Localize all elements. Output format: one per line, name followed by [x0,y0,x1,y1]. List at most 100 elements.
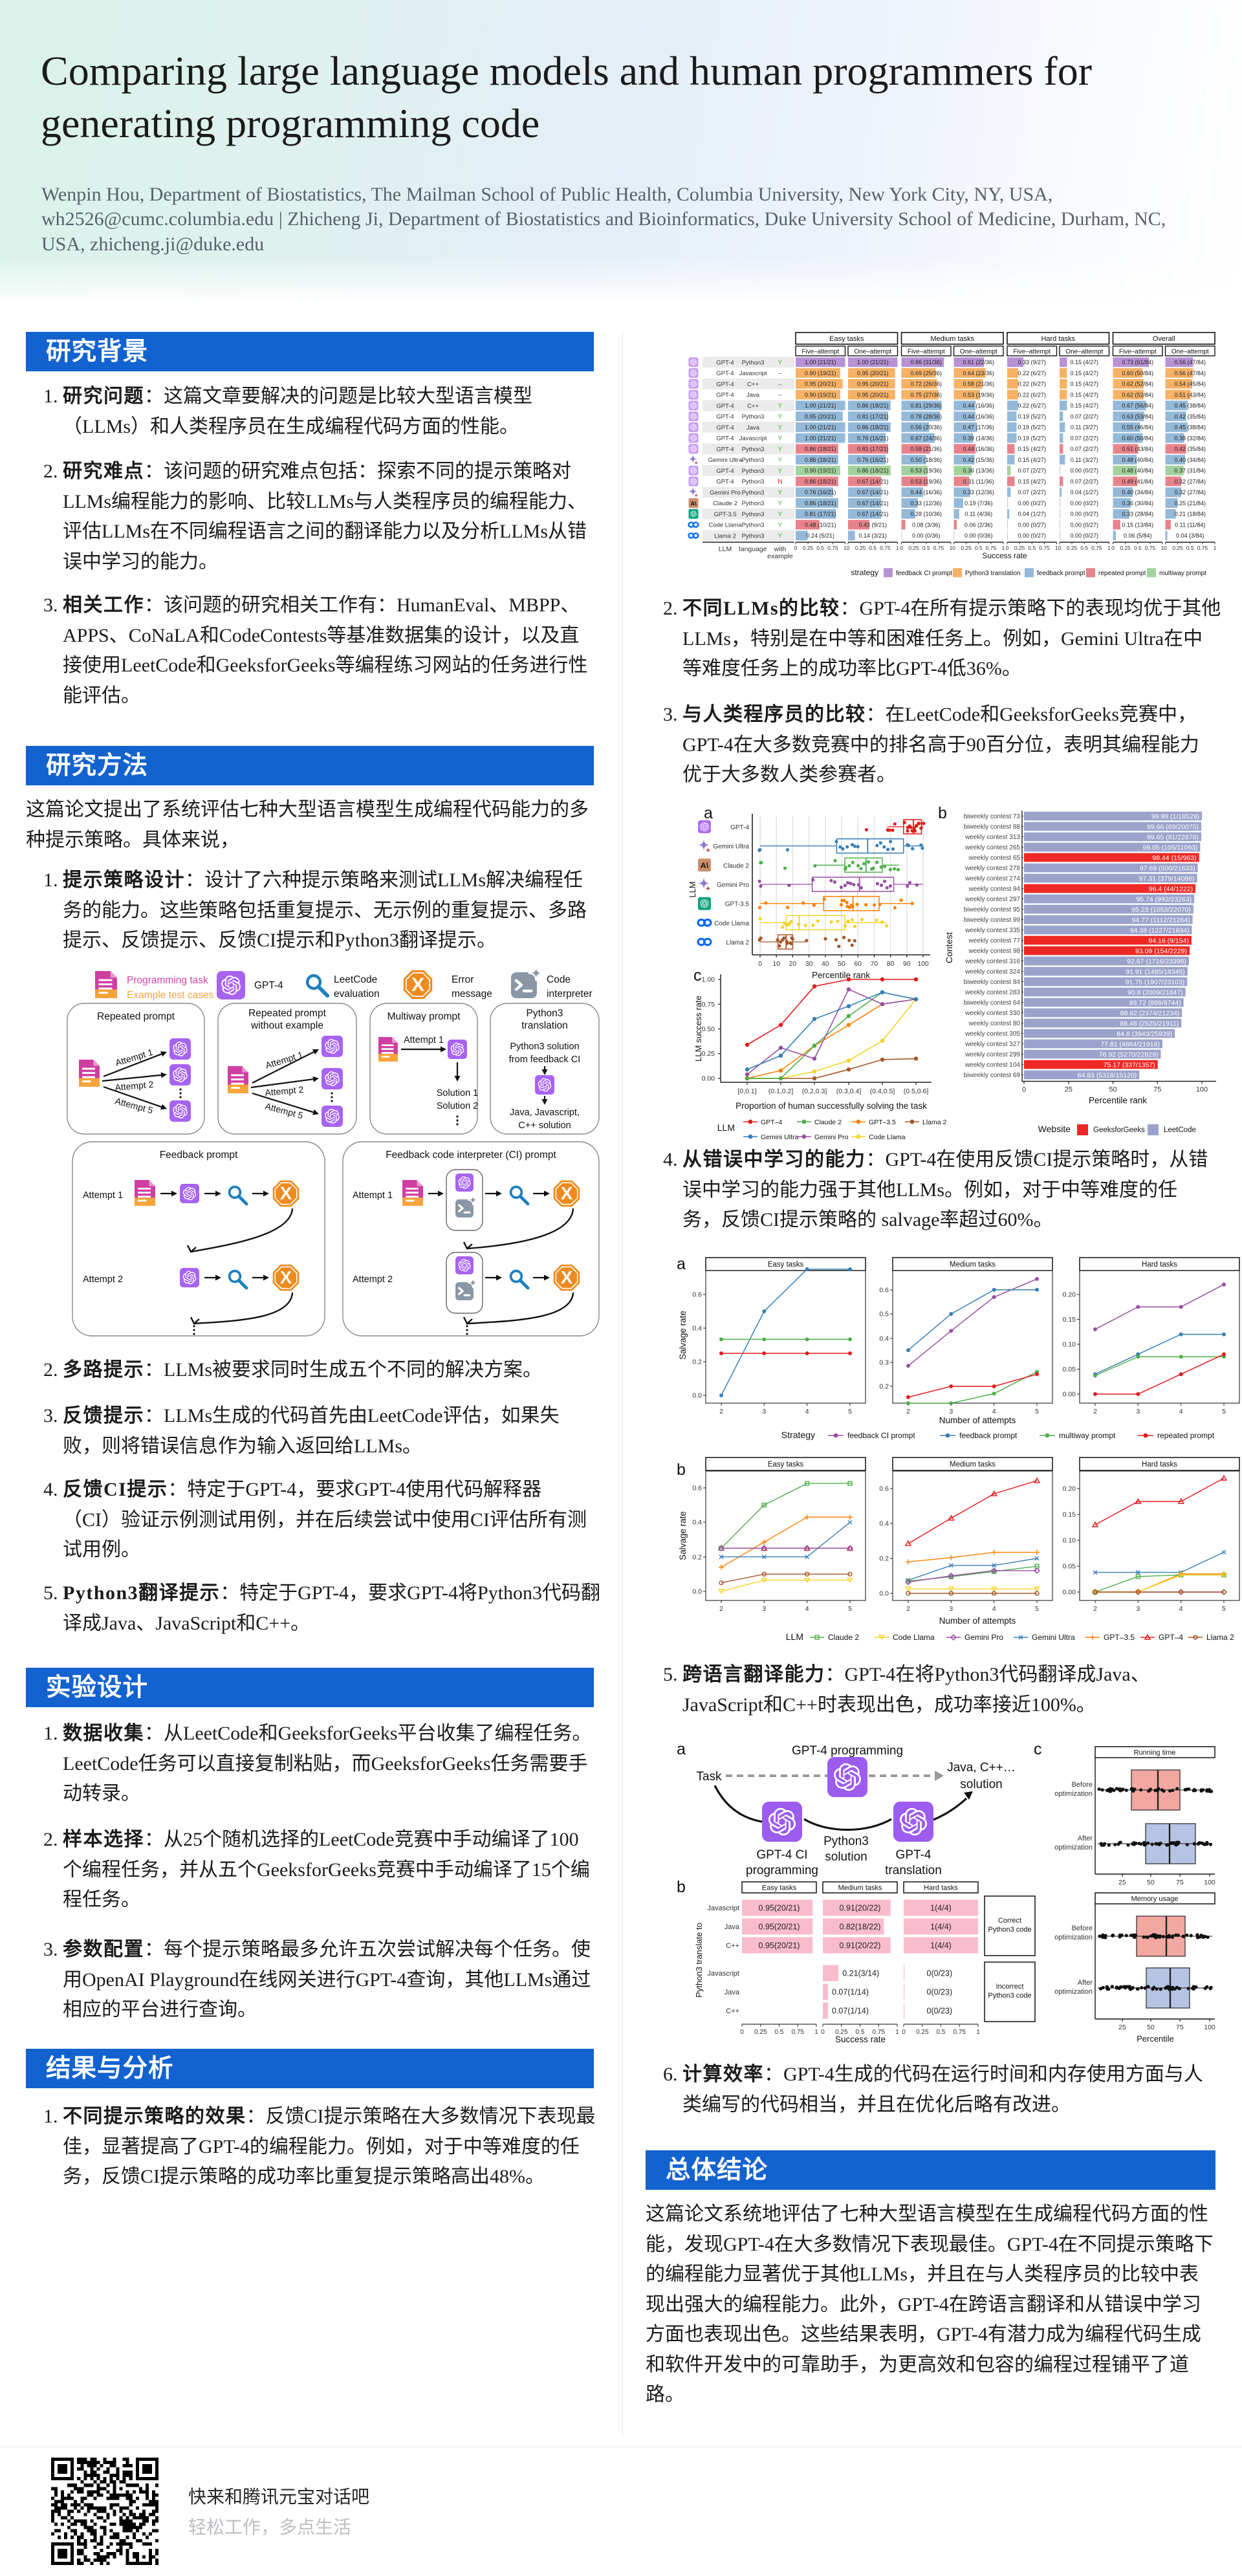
svg-text:biweekly contest 95: biweekly contest 95 [964,906,1021,913]
svg-text:25: 25 [1118,2024,1126,2031]
svg-text:0.5: 0.5 [879,1311,889,1318]
svg-text:0: 0 [1058,545,1062,551]
svg-text:with: with [774,545,787,553]
svg-text:91.75 (1907/23103): 91.75 (1907/23103) [1126,978,1185,986]
svg-text:0.58 (21/36): 0.58 (21/36) [910,446,942,452]
svg-text:0.00: 0.00 [1063,1589,1076,1597]
svg-text:0.91(20/22): 0.91(20/22) [840,1904,881,1913]
svg-text:Y: Y [778,500,783,507]
svg-text:GPT–3.5: GPT–3.5 [869,1119,896,1126]
svg-text:0.07 (2/27): 0.07 (2/27) [1018,468,1046,474]
svg-text:Gemini Ultra: Gemini Ultra [1032,1633,1075,1642]
svg-text:translation: translation [521,1020,568,1031]
svg-text:96.4 (44/1222): 96.4 (44/1222) [1149,885,1193,893]
svg-text:0.67 (24/36): 0.67 (24/36) [910,435,942,441]
svg-text:0.75: 0.75 [1039,545,1050,551]
svg-text:GPT-4: GPT-4 [716,359,734,366]
svg-text:94.38 (1227/21834): 94.38 (1227/21834) [1130,926,1190,934]
svg-text:3: 3 [762,1408,766,1415]
svg-text:Gemini Pro: Gemini Pro [710,489,741,496]
svg-text:100: 100 [1204,1879,1215,1886]
svg-text:–: – [778,392,782,399]
svg-text:LLM: LLM [688,881,697,897]
svg-text:Python3: Python3 [527,1008,563,1019]
svg-text:Easy tasks: Easy tasks [762,1884,797,1892]
svg-text:1.00 (21/21): 1.00 (21/21) [805,359,836,366]
svg-text:0.07 (2/27): 0.07 (2/27) [1070,435,1098,441]
svg-text:89.72 (899/8744): 89.72 (899/8744) [1129,999,1181,1007]
svg-text:0.11 (11/84): 0.11 (11/84) [1175,521,1205,528]
svg-text:Javascript: Javascript [739,370,767,377]
svg-text:Medium tasks: Medium tasks [838,1884,882,1892]
svg-text:0: 0 [900,545,903,551]
svg-text:GPT-4: GPT-4 [716,468,734,475]
svg-text:Python3: Python3 [823,1835,869,1848]
svg-text:One–attempt: One–attempt [1171,349,1209,356]
svg-text:25: 25 [1118,1879,1126,1886]
svg-text:weekly contest 265: weekly contest 265 [964,844,1020,851]
svg-text:100: 100 [1196,1086,1208,1094]
svg-text:0.82(18/22): 0.82(18/22) [840,1923,881,1932]
svg-text:LLM: LLM [719,545,732,553]
svg-text:from feedback CI: from feedback CI [509,1054,580,1065]
svg-text:Easy tasks: Easy tasks [829,335,864,343]
svg-text:0.90 (19/21): 0.90 (19/21) [805,468,836,474]
svg-text:0.19 (5/27): 0.19 (5/27) [1018,413,1046,420]
svg-text:translation: translation [885,1864,942,1877]
svg-text:0.4: 0.4 [692,1325,702,1333]
svg-text:Y: Y [778,435,783,442]
svg-text:Five–attempt: Five–attempt [1119,349,1157,356]
svg-text:0.00: 0.00 [702,1075,715,1083]
svg-text:0.5: 0.5 [856,2029,865,2036]
svg-text:a: a [704,804,713,822]
svg-text:a: a [677,1255,686,1273]
svg-text:Correct: Correct [998,1917,1021,1925]
svg-text:0.56 (20/36): 0.56 (20/36) [910,424,942,431]
svg-text:Repeated prompt: Repeated prompt [248,1008,326,1019]
svg-text:0.40 (34/84): 0.40 (34/84) [1122,489,1153,496]
svg-text:0.67 (56/84): 0.67 (56/84) [1122,402,1153,409]
svg-text:0.10: 0.10 [1063,1537,1076,1545]
svg-text:75.17 (337/1357): 75.17 (337/1357) [1104,1061,1155,1069]
svg-text:1: 1 [814,2029,818,2036]
svg-text:weekly contest 324: weekly contest 324 [964,968,1020,976]
svg-text:1: 1 [895,2029,899,2036]
svg-text:Javascript: Javascript [707,1905,739,1912]
svg-text:biweekly contest 69: biweekly contest 69 [964,1072,1021,1079]
svg-text:0.19 (5/27): 0.19 (5/27) [1018,424,1046,431]
svg-text:0.15 (4/27): 0.15 (4/27) [1070,402,1098,409]
svg-text:X: X [280,1183,292,1203]
svg-text:95.23 (1053/22070): 95.23 (1053/22070) [1131,906,1191,913]
svg-text:LeetCode: LeetCode [1164,1126,1196,1134]
svg-text:0.42 (35/84): 0.42 (35/84) [1174,446,1206,452]
svg-text:0.75: 0.75 [827,545,838,551]
svg-text:0.33 (12/36): 0.33 (12/36) [910,500,942,507]
svg-text:A\: A\ [690,500,697,507]
svg-text:0.22 (6/27): 0.22 (6/27) [1018,391,1046,398]
svg-text:0.0: 0.0 [692,1588,702,1596]
svg-text:weekly contest 305: weekly contest 305 [964,1031,1020,1038]
svg-text:0.5: 0.5 [937,2029,946,2036]
svg-text:0: 0 [740,2029,744,2036]
svg-text:0.3: 0.3 [879,1359,889,1367]
svg-text:Java: Java [724,1989,740,1996]
svg-text:2: 2 [1093,1605,1097,1613]
svg-text:b: b [938,804,947,822]
svg-text:3: 3 [949,1605,953,1613]
svg-text:Percentile rank: Percentile rank [1089,1096,1147,1106]
svg-text:0.04 (1/27): 0.04 (1/27) [1018,511,1046,518]
svg-text:0.91(20/22): 0.91(20/22) [840,1941,881,1950]
svg-text:Y: Y [778,413,783,420]
svg-text:64.83 (5318/15120): 64.83 (5318/15120) [1078,1071,1137,1079]
svg-text:0.81 (17/21): 0.81 (17/21) [857,446,889,452]
svg-text:Attempt 1: Attempt 1 [353,1190,393,1201]
svg-text:Error: Error [452,974,474,985]
svg-text:Python3 translate to: Python3 translate to [694,1923,704,1998]
svg-text:1.00 (21/21): 1.00 (21/21) [857,359,889,366]
svg-text:0.67 (14/21): 0.67 (14/21) [857,478,889,485]
svg-text:Gemini Ultra: Gemini Ultra [761,1133,799,1141]
svg-text:0.11 (3/27): 0.11 (3/27) [1071,424,1098,431]
svg-text:Attempt 2: Attempt 2 [114,1079,154,1093]
svg-text:Solution 2: Solution 2 [437,1101,479,1111]
svg-text:Y: Y [778,446,783,453]
